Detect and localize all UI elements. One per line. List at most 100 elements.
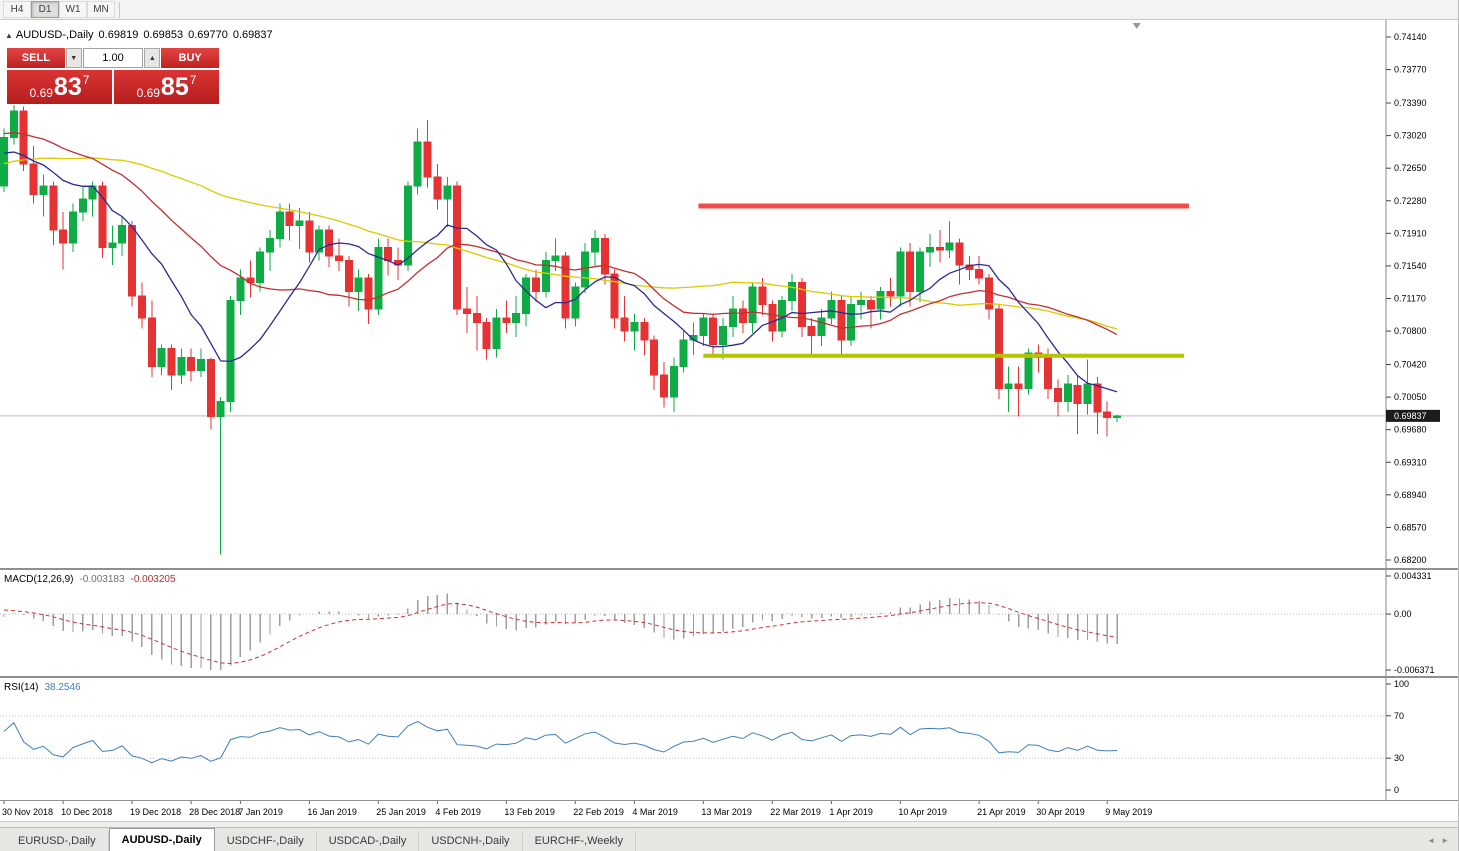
svg-text:0.73770: 0.73770 bbox=[1394, 65, 1427, 75]
buy-price-pips: 85 bbox=[160, 72, 189, 101]
svg-text:-0.006371: -0.006371 bbox=[1394, 665, 1435, 675]
timeframe-h4-button[interactable]: H4 bbox=[3, 1, 31, 18]
svg-text:19 Dec 2018: 19 Dec 2018 bbox=[130, 807, 181, 817]
macd-panel-canvas[interactable]: 0.004331 0.00 -0.006371 bbox=[0, 570, 1459, 676]
macd-signal-value: -0.003205 bbox=[130, 574, 176, 585]
chart-window: 0.74140 0.73770 0.73390 0.73020 0.72650 0.722… bbox=[0, 20, 1459, 821]
svg-text:0.68940: 0.68940 bbox=[1394, 490, 1427, 500]
quote-high: 0.69853 bbox=[143, 29, 184, 41]
svg-text:0.72650: 0.72650 bbox=[1394, 163, 1427, 173]
sell-price-prefix: 0.69 bbox=[29, 86, 53, 100]
one-click-collapse-icon[interactable]: ▲ bbox=[5, 31, 13, 40]
quote-open: 0.69819 bbox=[98, 29, 139, 41]
tab-usdcnh-daily[interactable]: USDCNH-,Daily bbox=[419, 831, 523, 851]
sell-price-button[interactable]: 0.69 83 7 bbox=[7, 70, 112, 104]
buy-price-button[interactable]: 0.69 85 7 bbox=[114, 70, 219, 104]
svg-text:22 Mar 2019: 22 Mar 2019 bbox=[770, 807, 821, 817]
tab-scroll-arrows: ◄ ► bbox=[1427, 836, 1458, 851]
tab-scroll-right-icon[interactable]: ► bbox=[1441, 836, 1449, 845]
sell-price-pips: 83 bbox=[53, 72, 82, 101]
svg-text:0.71910: 0.71910 bbox=[1394, 228, 1427, 238]
main-chart-canvas[interactable]: 0.74140 0.73770 0.73390 0.73020 0.72650 0.722… bbox=[0, 20, 1459, 568]
svg-text:0.73020: 0.73020 bbox=[1394, 131, 1427, 141]
toolbar-separator bbox=[119, 1, 120, 18]
svg-text:13 Feb 2019: 13 Feb 2019 bbox=[504, 807, 555, 817]
svg-text:10 Dec 2018: 10 Dec 2018 bbox=[61, 807, 112, 817]
rsi-name: RSI(14) bbox=[4, 682, 39, 693]
macd-value: -0.003183 bbox=[79, 574, 125, 585]
timeframe-toolbar: H4 D1 W1 MN bbox=[0, 0, 1458, 20]
one-click-trade-panel: SELL ▼ 1.00 ▲ BUY 0.69 83 7 0.69 85 7 bbox=[7, 48, 220, 104]
svg-text:0.68200: 0.68200 bbox=[1394, 555, 1427, 565]
sell-price-point: 7 bbox=[82, 73, 90, 87]
svg-text:0.71540: 0.71540 bbox=[1394, 261, 1427, 271]
date-axis-canvas[interactable]: 30 Nov 2018 10 Dec 2018 19 Dec 2018 28 Dec … bbox=[0, 801, 1459, 821]
svg-text:0.69310: 0.69310 bbox=[1394, 457, 1427, 467]
sell-button[interactable]: SELL bbox=[7, 48, 65, 68]
svg-text:30: 30 bbox=[1394, 753, 1404, 763]
svg-text:0.70800: 0.70800 bbox=[1394, 326, 1427, 336]
svg-text:25 Jan 2019: 25 Jan 2019 bbox=[376, 807, 426, 817]
svg-text:0: 0 bbox=[1394, 785, 1399, 795]
macd-panel: 0.004331 0.00 -0.006371 MACD(12,26,9) -0.00… bbox=[0, 570, 1459, 676]
tab-usdcad-daily[interactable]: USDCAD-,Daily bbox=[317, 831, 420, 851]
quote-close: 0.69837 bbox=[232, 29, 273, 41]
chart-symbol-label: AUDUSD-,Daily bbox=[15, 29, 94, 41]
svg-text:4 Feb 2019: 4 Feb 2019 bbox=[435, 807, 481, 817]
chart-header: ▲ AUDUSD-,Daily 0.69819 0.69853 0.69770 0.698… bbox=[5, 29, 273, 41]
window-bottom-strip bbox=[0, 821, 1458, 827]
svg-text:0.69680: 0.69680 bbox=[1394, 425, 1427, 435]
svg-text:0.69837: 0.69837 bbox=[1394, 411, 1427, 421]
svg-text:0.70420: 0.70420 bbox=[1394, 360, 1427, 370]
svg-text:0.74140: 0.74140 bbox=[1394, 32, 1427, 42]
rsi-value: 38.2546 bbox=[44, 682, 81, 693]
date-axis: 30 Nov 2018 10 Dec 2018 19 Dec 2018 28 Dec … bbox=[0, 801, 1459, 821]
svg-text:22 Feb 2019: 22 Feb 2019 bbox=[573, 807, 624, 817]
svg-text:0.73390: 0.73390 bbox=[1394, 98, 1427, 108]
buy-button[interactable]: BUY bbox=[161, 48, 220, 68]
svg-text:0.68570: 0.68570 bbox=[1394, 522, 1427, 532]
panel-separator[interactable] bbox=[0, 676, 1458, 678]
panel-separator bbox=[0, 800, 1458, 801]
timeframe-mn-button[interactable]: MN bbox=[87, 1, 115, 18]
svg-text:0.70050: 0.70050 bbox=[1394, 392, 1427, 402]
quote-low: 0.69770 bbox=[188, 29, 228, 41]
tab-eurchf-weekly[interactable]: EURCHF-,Weekly bbox=[523, 831, 636, 851]
macd-label: MACD(12,26,9) -0.003183 -0.003205 bbox=[4, 574, 176, 585]
svg-text:16 Jan 2019: 16 Jan 2019 bbox=[307, 807, 357, 817]
rsi-label: RSI(14) 38.2546 bbox=[4, 682, 81, 693]
tab-audusd-daily[interactable]: AUDUSD-,Daily bbox=[108, 828, 215, 851]
main-chart-panel: 0.74140 0.73770 0.73390 0.73020 0.72650 0.722… bbox=[0, 20, 1459, 568]
svg-text:4 Mar 2019: 4 Mar 2019 bbox=[632, 807, 678, 817]
timeframe-d1-button[interactable]: D1 bbox=[31, 1, 59, 18]
tab-usdchf-daily[interactable]: USDCHF-,Daily bbox=[215, 831, 317, 851]
svg-text:0.00: 0.00 bbox=[1394, 609, 1412, 619]
svg-text:1 Apr 2019: 1 Apr 2019 bbox=[829, 807, 873, 817]
svg-text:9 May 2019: 9 May 2019 bbox=[1105, 807, 1152, 817]
svg-text:0.004331: 0.004331 bbox=[1394, 571, 1432, 581]
buy-price-prefix: 0.69 bbox=[136, 86, 160, 100]
svg-text:30 Apr 2019: 30 Apr 2019 bbox=[1036, 807, 1085, 817]
rsi-panel: 100 70 30 0 RSI(14) 38.2546 bbox=[0, 678, 1459, 800]
buy-price-point: 7 bbox=[189, 73, 197, 87]
svg-text:0.71170: 0.71170 bbox=[1394, 294, 1426, 304]
volume-increase-button[interactable]: ▲ bbox=[144, 48, 161, 68]
svg-text:10 Apr 2019: 10 Apr 2019 bbox=[898, 807, 947, 817]
svg-text:21 Apr 2019: 21 Apr 2019 bbox=[977, 807, 1026, 817]
svg-text:28 Dec 2018: 28 Dec 2018 bbox=[189, 807, 240, 817]
volume-input[interactable]: 1.00 bbox=[82, 48, 144, 68]
rsi-panel-canvas[interactable]: 100 70 30 0 bbox=[0, 678, 1459, 800]
svg-text:70: 70 bbox=[1394, 711, 1404, 721]
svg-text:0.72280: 0.72280 bbox=[1394, 196, 1427, 206]
tab-eurusd-daily[interactable]: EURUSD-,Daily bbox=[6, 831, 109, 851]
macd-name: MACD(12,26,9) bbox=[4, 574, 74, 585]
timeframe-w1-button[interactable]: W1 bbox=[59, 1, 87, 18]
svg-text:13 Mar 2019: 13 Mar 2019 bbox=[701, 807, 752, 817]
volume-decrease-button[interactable]: ▼ bbox=[65, 48, 82, 68]
svg-text:7 Jan 2019: 7 Jan 2019 bbox=[238, 807, 283, 817]
chart-tab-bar: EURUSD-,Daily AUDUSD-,Daily USDCHF-,Dail… bbox=[0, 827, 1458, 851]
panel-separator[interactable] bbox=[0, 568, 1458, 570]
tab-scroll-left-icon[interactable]: ◄ bbox=[1427, 836, 1436, 845]
svg-text:100: 100 bbox=[1394, 679, 1409, 689]
